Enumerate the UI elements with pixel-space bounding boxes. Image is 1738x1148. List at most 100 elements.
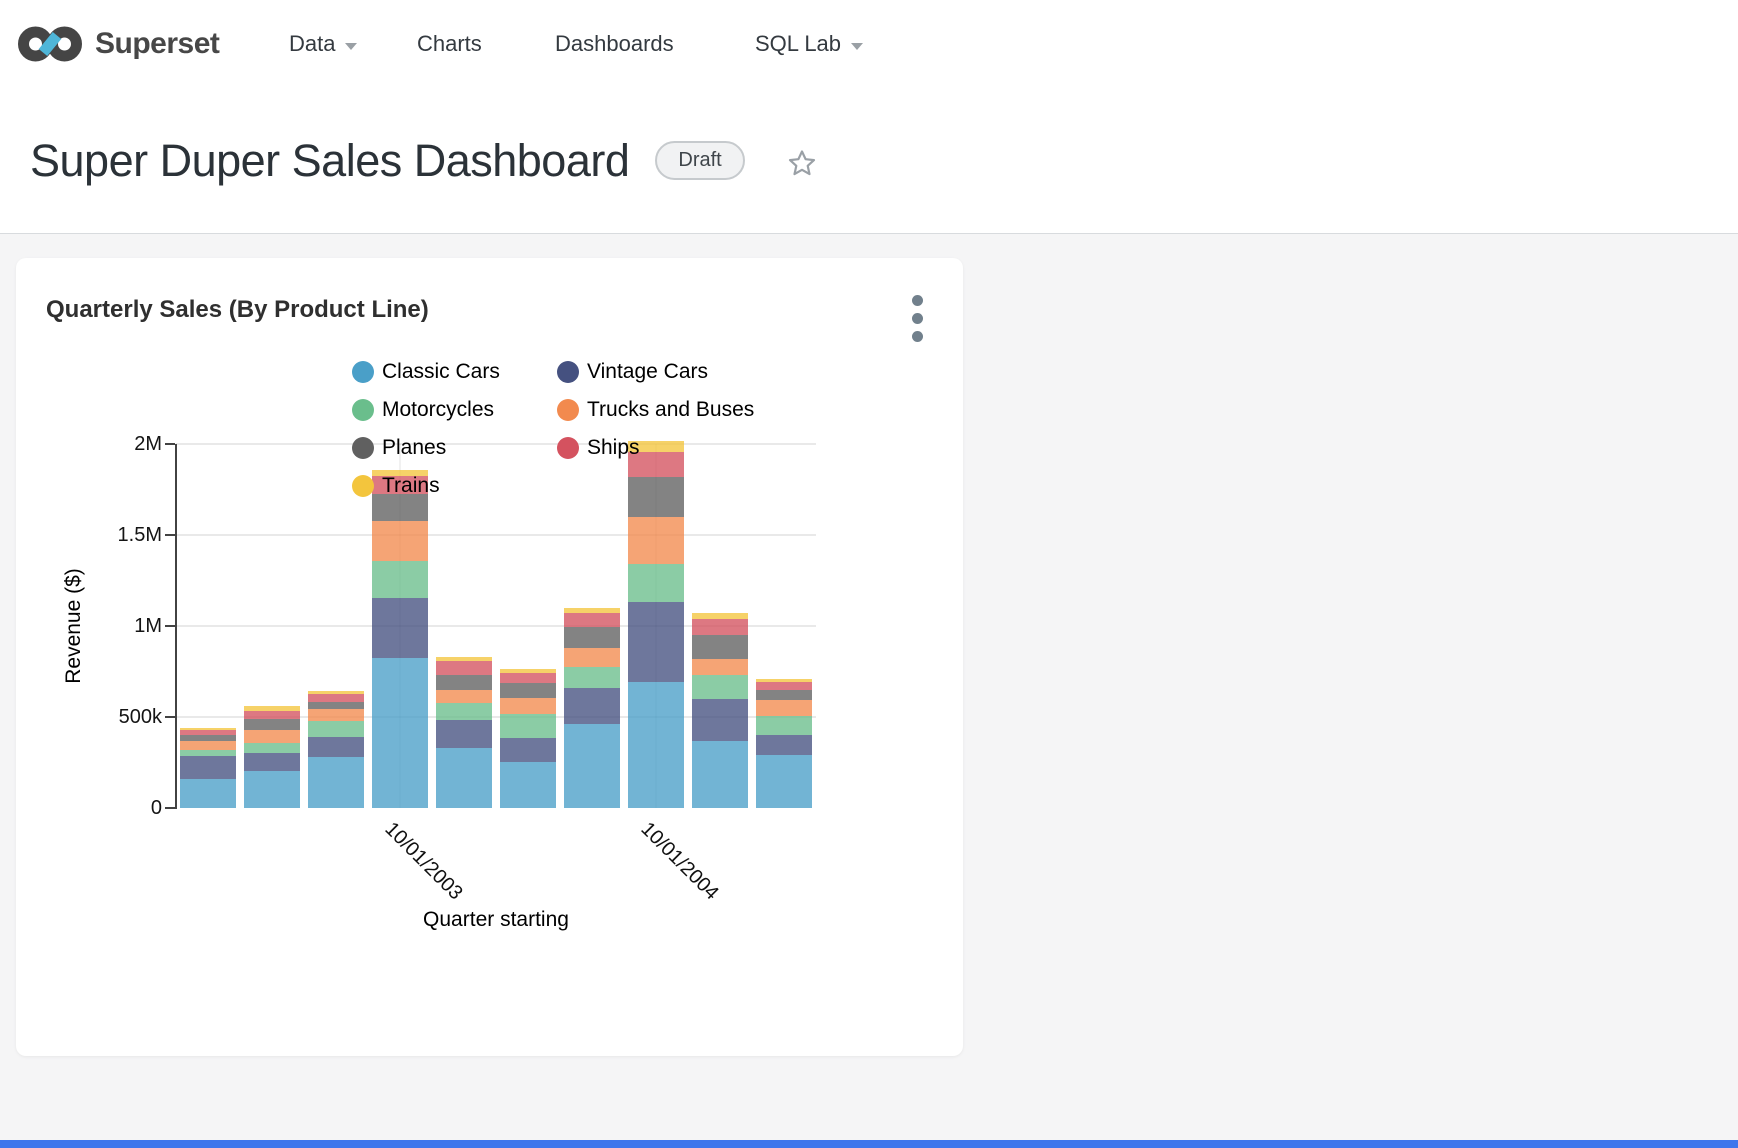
stacked-bar <box>500 669 556 808</box>
bar-segment-classic-cars <box>756 754 812 808</box>
bar-segment-motorcycles <box>244 742 300 753</box>
nav-item-label: Charts <box>417 31 482 56</box>
legend-item-vintage-cars[interactable]: Vintage Cars <box>557 358 754 386</box>
nav-item-label: SQL Lab <box>755 31 842 56</box>
bar-segment-motorcycles <box>180 749 236 757</box>
legend-dot-icon <box>352 399 374 421</box>
bar-segment-trains <box>372 469 428 477</box>
bar-segment-trains <box>180 728 236 731</box>
bar-segment-trains <box>692 612 748 620</box>
bar-segment-vintage-cars <box>180 756 236 779</box>
y-axis-tick <box>165 625 175 627</box>
bar-slot <box>176 444 240 808</box>
bar-segment-classic-cars <box>308 757 364 808</box>
bar-slot <box>624 440 688 808</box>
bar-segment-planes <box>436 675 492 690</box>
y-tick-label: 1M <box>134 615 162 637</box>
x-tick-label: 10/01/2003 <box>380 818 467 905</box>
legend-item-ships[interactable]: Ships <box>557 434 754 462</box>
bar-slot <box>560 444 624 808</box>
legend-dot-icon <box>557 361 579 383</box>
legend-item-motorcycles[interactable]: Motorcycles <box>352 396 557 424</box>
bar-segment-ships <box>756 681 812 690</box>
bar-segment-trucks-and-buses <box>244 730 300 743</box>
legend-item-planes[interactable]: Planes <box>352 434 557 462</box>
stacked-bar <box>564 608 620 808</box>
legend-dot-icon <box>352 475 374 497</box>
bar-segment-vintage-cars <box>756 734 812 755</box>
legend-item-trains[interactable]: Trains <box>352 472 557 500</box>
stacked-bar <box>692 612 748 808</box>
y-axis-tick <box>165 716 175 718</box>
bar-segment-ships <box>628 451 684 477</box>
bar-segment-ships <box>500 673 556 683</box>
gridline <box>176 716 816 718</box>
stacked-bar <box>372 469 428 808</box>
bar-segment-vintage-cars <box>308 737 364 758</box>
bar-segment-vintage-cars <box>372 597 428 658</box>
top-nav: Superset Data Charts Dashboards SQL Lab <box>0 0 1738 88</box>
y-axis-tick <box>165 534 175 536</box>
bar-slot <box>752 444 816 808</box>
legend-dot-icon <box>352 361 374 383</box>
chart-card: Quarterly Sales (By Product Line) Revenu… <box>16 258 963 1056</box>
bar-segment-trucks-and-buses <box>692 658 748 675</box>
legend-label: Trains <box>382 474 440 497</box>
nav-item-charts[interactable]: Charts <box>417 0 482 88</box>
bar-slot <box>432 444 496 808</box>
bar-slot <box>496 444 560 808</box>
bar-segment-trucks-and-buses <box>564 647 620 667</box>
caret-down-icon <box>345 42 358 50</box>
superset-logo-icon <box>18 26 82 62</box>
bar-segment-ships <box>244 710 300 720</box>
kebab-dot <box>911 331 923 342</box>
legend-label: Motorcycles <box>382 398 495 421</box>
chart-options-menu-button[interactable] <box>906 295 928 342</box>
bar-segment-planes <box>692 634 748 659</box>
page-title: Super Duper Sales Dashboard <box>30 134 630 186</box>
y-tick-label: 500k <box>118 706 162 728</box>
x-axis-labels: 10/01/2003 10/01/2004 <box>176 810 816 920</box>
bar-segment-ships <box>180 730 236 735</box>
bar-segment-classic-cars <box>500 761 556 808</box>
stacked-bar <box>756 679 812 808</box>
brand-home-link[interactable]: Superset <box>18 22 220 66</box>
bar-segment-trucks-and-buses <box>756 699 812 717</box>
bar-segment-motorcycles <box>692 674 748 699</box>
y-axis-tick <box>165 443 175 445</box>
bar-segment-trucks-and-buses <box>372 520 428 561</box>
nav-item-dashboards[interactable]: Dashboards <box>555 0 674 88</box>
bar-segment-classic-cars <box>628 681 684 808</box>
chart-canvas: Revenue ($) 0 500k 1M 1.5M 2M 10/01/2003 10/0… <box>16 258 963 1056</box>
legend-label: Ships <box>587 436 640 459</box>
bar-segment-trains <box>244 706 300 711</box>
bar-segment-ships <box>372 476 428 495</box>
bar-segment-vintage-cars <box>500 738 556 762</box>
gridline <box>176 534 816 536</box>
bar-segment-ships <box>308 693 364 702</box>
bar-segment-trains <box>500 669 556 674</box>
bar-segment-motorcycles <box>436 702 492 720</box>
y-axis-labels: 0 500k 1M 1.5M 2M <box>16 433 162 819</box>
nav-item-sql-lab[interactable]: SQL Lab <box>755 0 864 88</box>
legend-item-classic-cars[interactable]: Classic Cars <box>352 358 557 386</box>
nav-item-data[interactable]: Data <box>289 0 358 88</box>
bar-segment-trains <box>628 440 684 452</box>
bar-segment-motorcycles <box>756 716 812 735</box>
y-tick-label: 1.5M <box>117 524 162 546</box>
bars-layer <box>176 440 816 808</box>
brand-name: Superset <box>95 27 220 60</box>
legend-item-trucks-and-buses[interactable]: Trucks and Buses <box>557 396 754 424</box>
legend-label: Vintage Cars <box>587 360 709 383</box>
y-axis-tick <box>165 807 175 809</box>
bar-segment-planes <box>500 682 556 699</box>
bar-slot <box>368 444 432 808</box>
bar-segment-motorcycles <box>564 666 620 688</box>
bar-segment-trucks-and-buses <box>436 689 492 703</box>
kebab-dot <box>911 295 923 306</box>
bar-segment-vintage-cars <box>244 752 300 772</box>
bar-segment-classic-cars <box>692 740 748 808</box>
y-tick-label: 2M <box>134 433 162 455</box>
legend-label: Planes <box>382 436 447 459</box>
favorite-star-icon[interactable] <box>787 148 817 178</box>
